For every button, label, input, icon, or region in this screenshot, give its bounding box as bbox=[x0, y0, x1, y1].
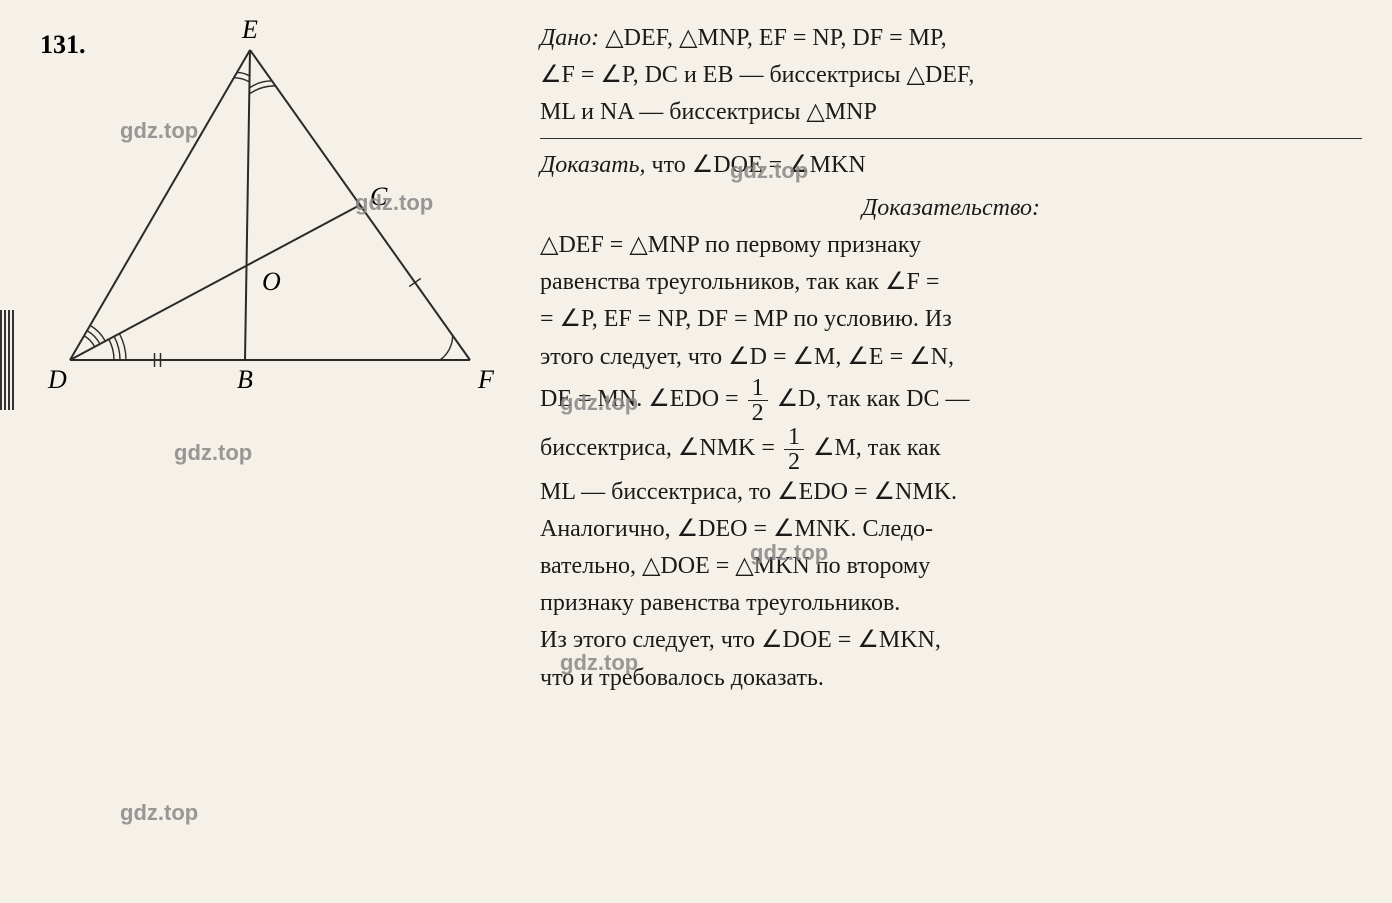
proof-line: ∠M, так как bbox=[807, 435, 941, 461]
svg-text:O: O bbox=[262, 267, 281, 296]
given-line-3: ML и NA — биссектрисы △MNP bbox=[540, 99, 877, 125]
proof-line: этого следует, что ∠D = ∠M, ∠E = ∠N, bbox=[540, 344, 954, 370]
triangle-mnp-figure: MNPALK bbox=[30, 420, 520, 820]
watermark: gdz.top bbox=[174, 440, 252, 466]
svg-text:B: B bbox=[237, 365, 253, 394]
svg-text:N: N bbox=[246, 815, 266, 820]
svg-text:D: D bbox=[47, 365, 67, 394]
triangle-def-figure: DEFBCO bbox=[30, 20, 520, 420]
svg-text:F: F bbox=[477, 365, 495, 394]
proof-body: △DEF = △MNP по первому признаку равенств… bbox=[540, 227, 1362, 697]
watermark: gdz.top bbox=[560, 650, 638, 676]
watermark: gdz.top bbox=[730, 158, 808, 184]
watermark: gdz.top bbox=[750, 540, 828, 566]
problem-number: 131. bbox=[40, 30, 86, 60]
proof-line: вательно, △DOE = △MKN по второму bbox=[540, 553, 930, 579]
proof-line: ML — биссектриса, то ∠EDO = ∠NMK. bbox=[540, 479, 957, 505]
svg-text:E: E bbox=[241, 20, 258, 44]
proof-line: ∠D, так как DC — bbox=[771, 386, 970, 412]
given-block: Дано: △DEF, △MNP, EF = NP, DF = MP, ∠F =… bbox=[540, 20, 1362, 132]
prove-label: Доказать, bbox=[540, 152, 646, 178]
fraction-half: 12 bbox=[784, 425, 804, 474]
watermark: gdz.top bbox=[355, 190, 433, 216]
divider bbox=[540, 138, 1362, 139]
proof-line: признаку равенства треугольников. bbox=[540, 590, 900, 616]
given-label: Дано: bbox=[540, 25, 599, 51]
proof-line: = ∠P, EF = NP, DF = MP по условию. Из bbox=[540, 306, 952, 332]
proof-line: биссектриса, ∠NMK = bbox=[540, 435, 781, 461]
solution-text: Дано: △DEF, △MNP, EF = NP, DF = MP, ∠F =… bbox=[540, 20, 1362, 820]
proof-line: Аналогично, ∠DEO = ∠MNK. Следо- bbox=[540, 516, 933, 542]
watermark: gdz.top bbox=[120, 800, 198, 826]
watermark: gdz.top bbox=[560, 390, 638, 416]
prove-block: Доказать, что ∠DOE = ∠MKN bbox=[540, 147, 1362, 184]
figures-column: 131. DEFBCO MNPALK bbox=[30, 20, 520, 820]
fraction-half: 12 bbox=[748, 376, 768, 425]
watermark: gdz.top bbox=[120, 118, 198, 144]
proof-line: равенства треугольников, так как ∠F = bbox=[540, 269, 939, 295]
proof-label: Доказательство: bbox=[540, 190, 1362, 227]
given-line-1: △DEF, △MNP, EF = NP, DF = MP, bbox=[599, 25, 947, 51]
page-edge-bars bbox=[0, 310, 14, 410]
given-line-2: ∠F = ∠P, DC и EB — биссектрисы △DEF, bbox=[540, 62, 974, 88]
proof-line: △DEF = △MNP по первому признаку bbox=[540, 232, 921, 258]
